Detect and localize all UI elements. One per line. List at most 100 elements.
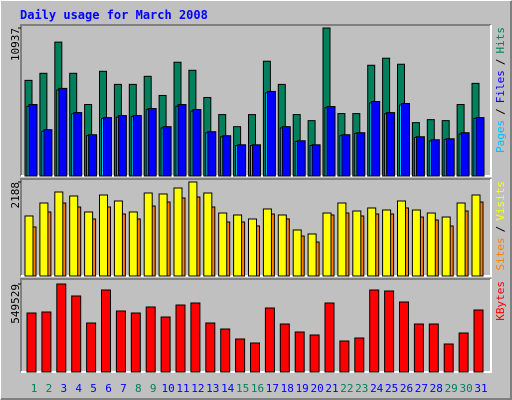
- bar: [173, 187, 183, 277]
- bar: [117, 115, 127, 177]
- x-tick-label: 9: [150, 382, 157, 395]
- bar: [218, 212, 228, 277]
- x-tick-label: 3: [60, 382, 67, 395]
- bar: [147, 108, 157, 177]
- bar: [309, 334, 320, 373]
- x-tick-label: 24: [370, 382, 384, 395]
- bar: [307, 233, 317, 277]
- bar: [86, 322, 97, 373]
- x-tick-label: 31: [474, 382, 487, 395]
- x-tick-label: 11: [176, 382, 189, 395]
- bar: [71, 295, 82, 373]
- plot-bevel: [20, 278, 491, 372]
- bar: [294, 331, 305, 373]
- bar: [281, 126, 291, 177]
- bar: [88, 134, 98, 177]
- bar: [160, 316, 171, 373]
- bar: [475, 117, 485, 177]
- bar: [190, 302, 201, 373]
- bar: [128, 211, 138, 277]
- bar: [354, 337, 365, 373]
- bar: [326, 106, 336, 177]
- bar: [428, 323, 439, 373]
- x-tick-label: 2: [46, 382, 53, 395]
- x-tick-label: 20: [310, 382, 323, 395]
- bar: [233, 214, 243, 277]
- x-tick-label: 15: [236, 382, 249, 395]
- bar: [113, 200, 123, 277]
- bar: [266, 90, 276, 177]
- x-tick-label: 12: [191, 382, 204, 395]
- x-tick-label: 16: [251, 382, 264, 395]
- bar: [441, 216, 451, 277]
- x-tick-label: 4: [75, 382, 82, 395]
- y-tick-label: 10937: [9, 28, 22, 61]
- bar: [401, 103, 410, 177]
- x-tick-label: 10: [161, 382, 174, 395]
- bar: [84, 211, 94, 277]
- legend-entry: Pages: [494, 120, 507, 153]
- bar: [235, 338, 246, 373]
- bar: [386, 112, 396, 177]
- x-tick-label: 27: [415, 382, 428, 395]
- bar: [458, 332, 469, 373]
- x-tick-label: 25: [385, 382, 398, 395]
- bar: [192, 109, 202, 177]
- bar: [264, 307, 275, 373]
- bar: [248, 218, 257, 277]
- bar: [473, 309, 484, 373]
- legend-entry: Sites: [494, 237, 507, 270]
- x-tick-label: 18: [281, 382, 294, 395]
- y-tick-label: 2188: [9, 182, 22, 209]
- bar: [426, 212, 436, 277]
- bar: [337, 202, 347, 277]
- bar: [207, 131, 217, 177]
- bar: [28, 104, 38, 177]
- bar: [430, 139, 440, 177]
- bar: [445, 138, 455, 177]
- bar: [132, 115, 142, 177]
- bar: [460, 132, 470, 177]
- legend-entry: KBytes: [494, 281, 507, 321]
- bar: [311, 144, 321, 177]
- bar: [56, 283, 67, 373]
- x-tick-label: 22: [340, 382, 353, 395]
- bar: [382, 209, 392, 277]
- bar: [384, 290, 395, 373]
- bar: [356, 132, 366, 177]
- bar: [115, 310, 126, 373]
- bar: [188, 181, 198, 277]
- plot-bevel: [20, 178, 491, 276]
- legend-separator: /: [494, 226, 507, 233]
- bar: [397, 200, 406, 277]
- bar: [103, 117, 112, 177]
- bar: [203, 192, 213, 277]
- bar: [220, 328, 231, 373]
- bar: [471, 194, 481, 277]
- bar: [158, 193, 168, 277]
- bar: [58, 87, 68, 177]
- bar: [415, 136, 425, 177]
- bar: [252, 144, 261, 177]
- plot-bevel: [20, 24, 491, 176]
- bar: [399, 301, 409, 373]
- x-tick-label: 28: [430, 382, 443, 395]
- bar: [339, 340, 350, 373]
- bar: [413, 323, 424, 373]
- legend-separator: /: [494, 59, 507, 66]
- bar: [279, 323, 290, 373]
- bar: [26, 312, 37, 373]
- bar: [73, 112, 83, 177]
- x-tick-label: 7: [120, 382, 127, 395]
- legend: Pages / Files / Hits: [494, 27, 507, 153]
- bar: [177, 104, 187, 177]
- legend-separator: /: [494, 108, 507, 115]
- bar: [292, 229, 302, 277]
- legend-entry: Hits: [494, 27, 507, 54]
- bar: [69, 195, 79, 277]
- x-tick-label: 5: [90, 382, 97, 395]
- legend: Sites / Visits: [494, 181, 507, 271]
- bar: [456, 202, 466, 277]
